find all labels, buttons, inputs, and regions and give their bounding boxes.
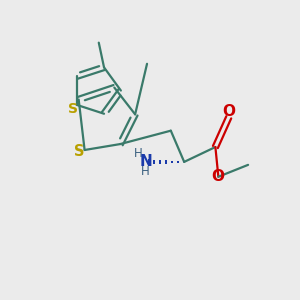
Text: S: S (74, 144, 85, 159)
Text: H: H (141, 165, 150, 178)
Text: N: N (139, 154, 152, 169)
Text: H: H (134, 147, 142, 160)
Text: O: O (211, 169, 224, 184)
Text: O: O (222, 104, 235, 119)
Text: S: S (68, 102, 78, 116)
